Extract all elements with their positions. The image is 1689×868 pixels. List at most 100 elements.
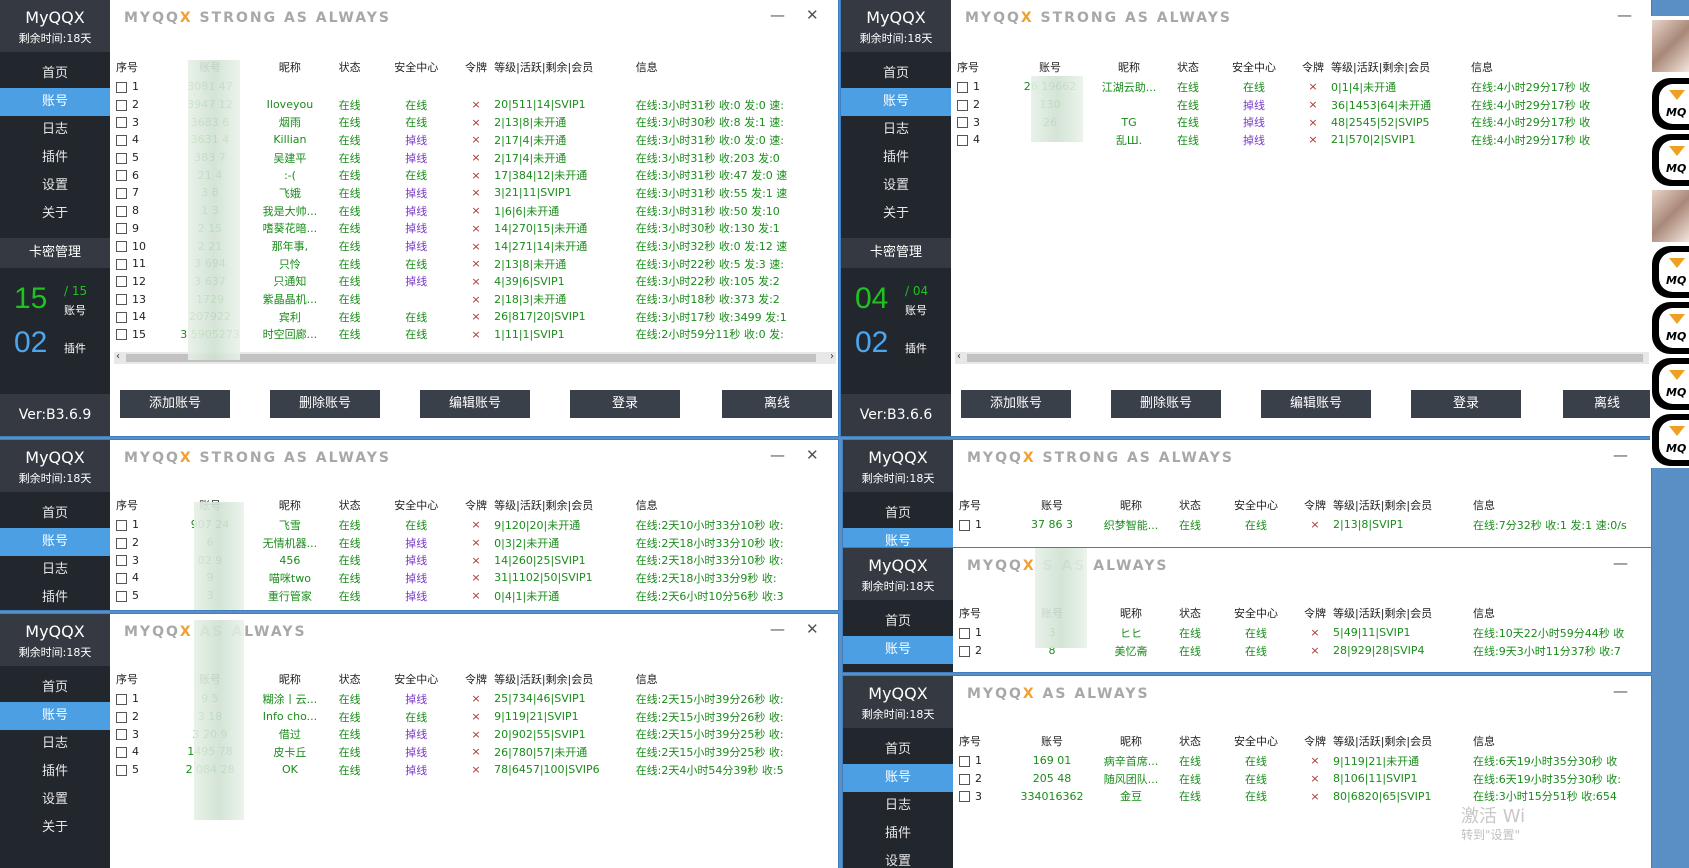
row-checkbox[interactable] xyxy=(116,99,127,111)
row-checkbox[interactable] xyxy=(957,99,968,111)
row-checkbox[interactable] xyxy=(116,572,127,584)
cell-seq[interactable]: 3 xyxy=(955,113,1007,131)
column-header-token[interactable]: 令牌 xyxy=(464,499,487,512)
column-header-level[interactable]: 等级|活跃|剩余|会员 xyxy=(1333,735,1433,748)
column-header-info[interactable]: 信息 xyxy=(635,499,658,512)
column-header-level[interactable]: 等级|活跃|剩余|会员 xyxy=(494,499,594,512)
row-checkbox[interactable] xyxy=(116,764,127,776)
nav-home[interactable]: 首页 xyxy=(41,680,68,695)
column-header-status[interactable]: 状态 xyxy=(338,499,361,512)
cell-seq[interactable]: 1 xyxy=(957,516,1009,534)
column-header-nick[interactable]: 昵称 xyxy=(278,61,301,74)
cell-seq[interactable]: 4 xyxy=(114,743,167,761)
cell-seq[interactable]: 13 xyxy=(114,290,167,308)
qq-avatar[interactable]: MQ xyxy=(1652,358,1689,410)
row-checkbox[interactable] xyxy=(116,746,127,758)
cell-seq[interactable]: 15 xyxy=(114,326,167,344)
column-header-acct[interactable]: 账号 xyxy=(1039,61,1061,74)
nav-account[interactable]: 账号 xyxy=(843,636,953,664)
column-header-token[interactable]: 令牌 xyxy=(1304,735,1326,748)
cell-seq[interactable]: 11 xyxy=(114,255,167,273)
row-checkbox[interactable] xyxy=(116,311,127,323)
nav-settings[interactable]: 设置 xyxy=(882,178,909,193)
row-checkbox[interactable] xyxy=(957,134,968,146)
scroll-thumb[interactable] xyxy=(126,354,816,362)
column-header-token[interactable]: 令牌 xyxy=(1304,607,1326,620)
nav-log[interactable]: 日志 xyxy=(41,736,68,751)
nav-about[interactable]: 关于 xyxy=(41,820,68,835)
close-icon[interactable]: ✕ xyxy=(806,6,819,24)
cell-seq[interactable]: 2 xyxy=(957,770,1009,788)
table-row[interactable]: 23947 12Iloveyou在线在线×20|511|14|SVIP1在线:3… xyxy=(114,96,836,114)
column-header-status[interactable]: 状态 xyxy=(1179,735,1201,748)
horizontal-scrollbar[interactable]: ‹ › xyxy=(114,351,836,364)
row-checkbox[interactable] xyxy=(959,627,970,639)
column-header-seq[interactable]: 序号 xyxy=(116,61,138,74)
column-header-security[interactable]: 安全中心 xyxy=(394,673,439,686)
cell-seq[interactable]: 7 xyxy=(114,184,167,202)
row-checkbox[interactable] xyxy=(959,755,970,767)
row-checkbox[interactable] xyxy=(116,693,127,705)
nav-home[interactable]: 首页 xyxy=(41,66,68,81)
nav-settings[interactable]: 设置 xyxy=(884,854,911,868)
login-button[interactable]: 登录 xyxy=(1411,390,1521,418)
minimize-icon[interactable]: — xyxy=(1613,446,1628,464)
table-row[interactable]: 1 3ヒヒ在线在线×5|49|11|SVIP1在线:10天22小时59分44秒 … xyxy=(957,624,1651,642)
cell-seq[interactable]: 1 xyxy=(114,78,167,96)
nav-account[interactable]: 账号 xyxy=(0,528,110,556)
column-header-seq[interactable]: 序号 xyxy=(959,499,981,512)
column-header-info[interactable]: 信息 xyxy=(635,673,658,686)
column-header-nick[interactable]: 昵称 xyxy=(1120,499,1142,512)
column-header-nick[interactable]: 昵称 xyxy=(278,499,301,512)
table-row[interactable]: 4 乱Ш. 在线 掉线 × 21|570|2|SVIP1 在线:4小时29分17秒 收 xyxy=(955,131,1651,149)
column-header-status[interactable]: 状态 xyxy=(338,673,361,686)
scroll-left-icon[interactable]: ‹ xyxy=(957,351,961,362)
column-header-token[interactable]: 令牌 xyxy=(464,61,487,74)
table-row[interactable]: 14 207922宾利在线在线×26|817|20|SVIP1在线:3小时17秒… xyxy=(114,308,836,326)
nav-account[interactable]: 账号 xyxy=(841,88,951,116)
qq-avatar[interactable]: MQ xyxy=(1652,78,1689,130)
column-header-level[interactable]: 等级|活跃|剩余|会员 xyxy=(1333,499,1433,512)
table-row[interactable]: 2 205 48 随风团队... 在线 在线 × 8|106|11|SVIP1 在线:6天19… xyxy=(957,770,1651,788)
column-header-info[interactable]: 信息 xyxy=(1473,607,1495,620)
cell-seq[interactable]: 1 xyxy=(114,690,167,708)
column-header-nick[interactable]: 昵称 xyxy=(1118,61,1140,74)
row-checkbox[interactable] xyxy=(959,791,970,803)
minimize-icon[interactable]: — xyxy=(1613,682,1628,700)
cell-seq[interactable]: 8 xyxy=(114,202,167,220)
row-checkbox[interactable] xyxy=(959,519,970,531)
table-row[interactable]: 3 26TG在线掉线×48|2545|52|SVIP5在线:4小时29分17秒 … xyxy=(955,113,1651,131)
row-checkbox[interactable] xyxy=(116,152,127,164)
cell-seq[interactable]: 5 xyxy=(114,587,167,605)
nav-home[interactable]: 首页 xyxy=(884,614,911,629)
column-header-seq[interactable]: 序号 xyxy=(116,673,138,686)
cell-seq[interactable]: 2 xyxy=(114,96,167,114)
column-header-nick[interactable]: 昵称 xyxy=(1120,607,1142,620)
scroll-thumb[interactable] xyxy=(967,354,1643,362)
column-header-token[interactable]: 令牌 xyxy=(1304,499,1326,512)
close-icon[interactable]: ✕ xyxy=(806,446,819,464)
offline-button[interactable]: 离线 xyxy=(722,390,832,418)
row-checkbox[interactable] xyxy=(116,81,127,93)
column-header-acct[interactable]: 账号 xyxy=(1041,735,1063,748)
table-row[interactable]: 23 18Info cho...在线在线×9|119|21|SVIP1在线:2天… xyxy=(114,708,836,726)
column-header-security[interactable]: 安全中心 xyxy=(1232,61,1276,74)
table-row[interactable]: 2 8 美忆斋 在线 在线 × 28|929|28|SVIP4 在线:9天3小时11分37秒… xyxy=(957,642,1651,660)
row-checkbox[interactable] xyxy=(116,258,127,270)
nav-log[interactable]: 日志 xyxy=(882,122,909,137)
column-header-status[interactable]: 状态 xyxy=(1177,61,1199,74)
close-icon[interactable]: ✕ xyxy=(1649,682,1651,700)
column-header-level[interactable]: 等级|活跃|剩余|会员 xyxy=(494,61,594,74)
nav-log[interactable]: 日志 xyxy=(41,562,68,577)
row-checkbox[interactable] xyxy=(116,711,127,723)
login-button[interactable]: 登录 xyxy=(570,390,680,418)
cell-seq[interactable]: 2 xyxy=(114,534,167,552)
column-header-security[interactable]: 安全中心 xyxy=(1234,735,1278,748)
nav-account[interactable]: 账号 xyxy=(0,88,110,116)
add-account-button[interactable]: 添加账号 xyxy=(120,390,230,418)
cell-seq[interactable]: 1 xyxy=(957,752,1009,770)
